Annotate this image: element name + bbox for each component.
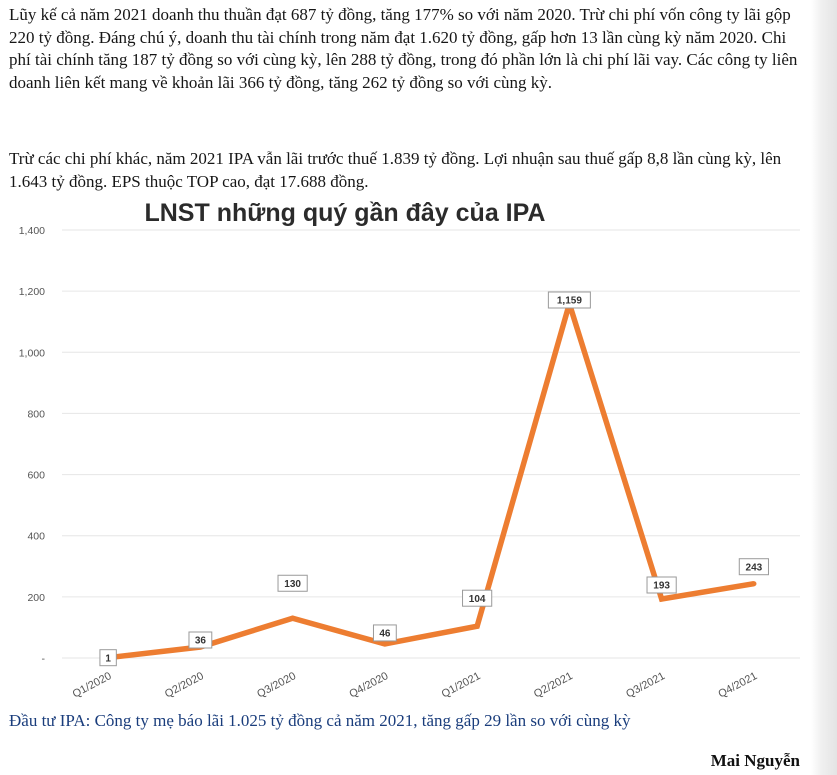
x-tick-label: Q4/2021 [716,670,759,700]
x-axis-ticks: Q1/2020 Q2/2020 Q3/2020 Q4/2020 Q1/2021 Q2/20… [71,670,760,700]
y-axis-ticks: - 200 400 600 800 1,000 1,200 1,400 [19,225,46,665]
svg-text:36: 36 [195,636,207,647]
scroll-edge [811,0,837,775]
svg-text:46: 46 [379,629,391,640]
data-label: 1 [99,649,117,667]
x-tick-label: Q3/2021 [624,670,667,700]
data-label: 104 [462,589,493,607]
x-tick-label: Q2/2021 [532,670,575,700]
svg-text:1: 1 [105,653,111,664]
data-label: 46 [372,624,397,642]
series-line-layer [105,294,757,661]
data-labels: 1 36 130 46 104 1,159 193 243 [99,291,769,667]
y-tick-label: 1,400 [19,225,45,237]
data-point [290,615,296,621]
article-paragraph-1: Lũy kế cả năm 2021 doanh thu thuần đạt 6… [9,5,798,92]
data-label: 36 [188,631,213,649]
data-label: 243 [738,558,769,576]
chart-svg: - 200 400 600 800 1,000 1,200 1,400 Q1/2020 Q2/2… [19,225,800,700]
data-point [659,596,665,602]
y-tick-label: 800 [27,408,45,420]
x-tick-label: Q1/2020 [71,670,114,700]
x-tick-label: Q2/2020 [163,670,206,700]
x-tick-label: Q3/2020 [255,670,298,700]
svg-text:130: 130 [284,579,301,590]
y-tick-label: - [42,653,46,665]
series-line [107,294,755,661]
svg-text:1,159: 1,159 [557,296,582,307]
y-tick-label: 200 [27,592,45,604]
data-label: 1,159 [547,291,591,309]
y-tick-label: 1,000 [19,347,45,359]
svg-text:243: 243 [746,562,763,573]
profit-chart: LNST những quý gần đây của IPA - 200 400 60… [0,196,812,716]
x-tick-label: Q1/2021 [440,670,483,700]
data-label: 130 [277,574,308,592]
y-tick-label: 1,200 [19,286,45,298]
grid-layer [62,229,800,659]
svg-text:193: 193 [653,581,670,592]
article-paragraph-2: Trừ các chi phí khác, năm 2021 IPA vẫn l… [9,149,782,191]
x-tick-label: Q4/2020 [347,670,390,700]
author-name: Mai Nguyễn [710,751,800,770]
y-tick-label: 400 [27,531,45,543]
svg-text:104: 104 [469,594,486,605]
data-point [382,641,388,647]
data-point [474,623,480,629]
y-tick-label: 600 [27,470,45,482]
chart-title: LNST những quý gần đây của IPA [144,199,546,227]
data-point [751,581,757,587]
image-caption: Đầu tư IPA: Công ty mẹ báo lãi 1.025 tỷ … [9,711,631,730]
data-label: 193 [646,576,677,594]
